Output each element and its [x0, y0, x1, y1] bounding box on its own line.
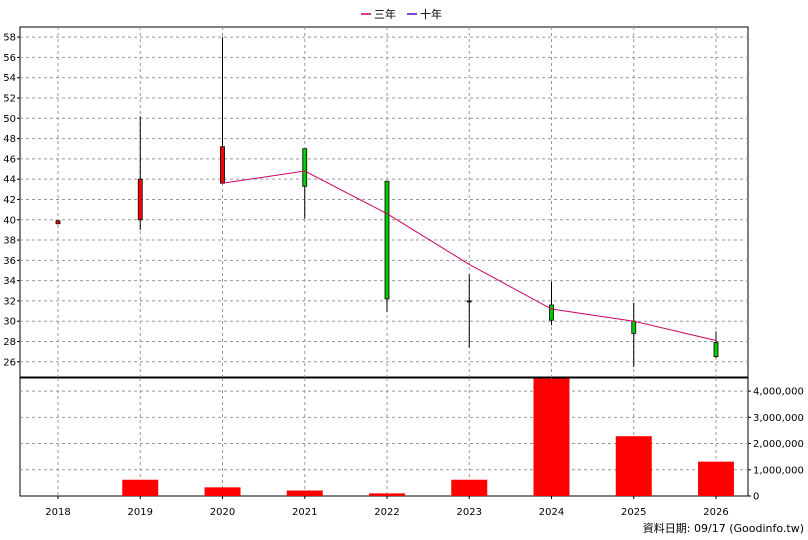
- data-date-credit: 資料日期: 09/17 (Goodinfo.tw): [643, 521, 804, 535]
- volume-tick-label: 0: [753, 492, 759, 503]
- price-y-axis: 58 56 54 52 50 48 46 44 42 40 38 36 34 32 30 28 26: [3, 33, 20, 368]
- x-tick-label: 2018: [45, 507, 70, 518]
- candle: [220, 37, 225, 184]
- three-year-line: [222, 170, 717, 341]
- price-tick-label: 42: [3, 195, 16, 206]
- candle-body: [713, 342, 719, 358]
- price-tick-label: 50: [3, 114, 16, 125]
- candle: [549, 281, 554, 326]
- volume-tick-label: 2,000,000: [753, 439, 804, 450]
- price-tick-label: 34: [3, 276, 16, 287]
- volume-tick-label: 1,000,000: [753, 465, 804, 476]
- legend-label-ten-year: 十年: [420, 7, 442, 21]
- candle-body: [466, 300, 472, 303]
- volume-bar: [533, 378, 570, 496]
- price-tick-label: 38: [3, 236, 16, 247]
- candle: [55, 220, 61, 225]
- x-axis: 2018 2019 2020 2021 2022 2023 2024 2025 2026: [45, 496, 729, 518]
- volume-tick-label: 4,000,000: [753, 387, 804, 398]
- candle-body: [549, 304, 554, 321]
- price-tick-label: 30: [3, 317, 16, 328]
- volume-bar: [204, 487, 241, 496]
- price-grid: [20, 27, 748, 377]
- x-tick-label: 2020: [210, 507, 235, 518]
- candle-body: [137, 178, 143, 221]
- x-tick-label: 2023: [457, 507, 482, 518]
- volume-bar: [369, 493, 405, 496]
- x-tick-label: 2019: [128, 507, 153, 518]
- price-tick-label: 48: [3, 134, 16, 145]
- candle-body: [384, 180, 390, 300]
- price-tick-label: 44: [3, 175, 16, 186]
- candle: [631, 302, 637, 367]
- x-tick-label: 2022: [374, 507, 399, 518]
- x-tick-label: 2021: [292, 507, 317, 518]
- volume-y-axis: 4,000,000 3,000,000 2,000,000 1,000,000 0: [748, 387, 804, 503]
- price-plot-frame: [19, 26, 749, 378]
- volume-bar: [698, 461, 734, 496]
- price-tick-label: 46: [3, 154, 16, 165]
- price-tick-label: 40: [3, 215, 16, 226]
- candle: [137, 116, 143, 230]
- volume-bars: [122, 378, 734, 496]
- price-tick-label: 52: [3, 94, 16, 105]
- legend-label-three-year: 三年: [374, 7, 396, 21]
- candle: [302, 148, 308, 219]
- volume-bar: [451, 479, 488, 496]
- moving-average-lines: [222, 170, 717, 341]
- price-tick-label: 26: [3, 357, 16, 368]
- volume-bar: [122, 479, 159, 496]
- price-tick-label: 32: [3, 296, 16, 307]
- price-tick-label: 36: [3, 256, 16, 267]
- price-tick-label: 54: [3, 73, 16, 84]
- candle-body: [302, 148, 308, 187]
- candle-body: [220, 146, 225, 184]
- volume-bar: [286, 490, 323, 496]
- candle: [466, 274, 472, 348]
- candle-body: [631, 320, 637, 334]
- legend: 三年 十年: [361, 7, 442, 21]
- x-tick-label: 2025: [621, 507, 646, 518]
- candle-body: [55, 220, 61, 225]
- candle: [384, 180, 390, 313]
- candle: [713, 331, 719, 358]
- x-tick-label: 2026: [703, 507, 728, 518]
- volume-bar: [615, 436, 652, 496]
- price-tick-label: 56: [3, 53, 16, 64]
- x-tick-label: 2024: [539, 507, 564, 518]
- candlesticks: [55, 37, 719, 367]
- price-tick-label: 28: [3, 337, 16, 348]
- price-tick-label: 58: [3, 33, 16, 44]
- volume-tick-label: 3,000,000: [753, 413, 804, 424]
